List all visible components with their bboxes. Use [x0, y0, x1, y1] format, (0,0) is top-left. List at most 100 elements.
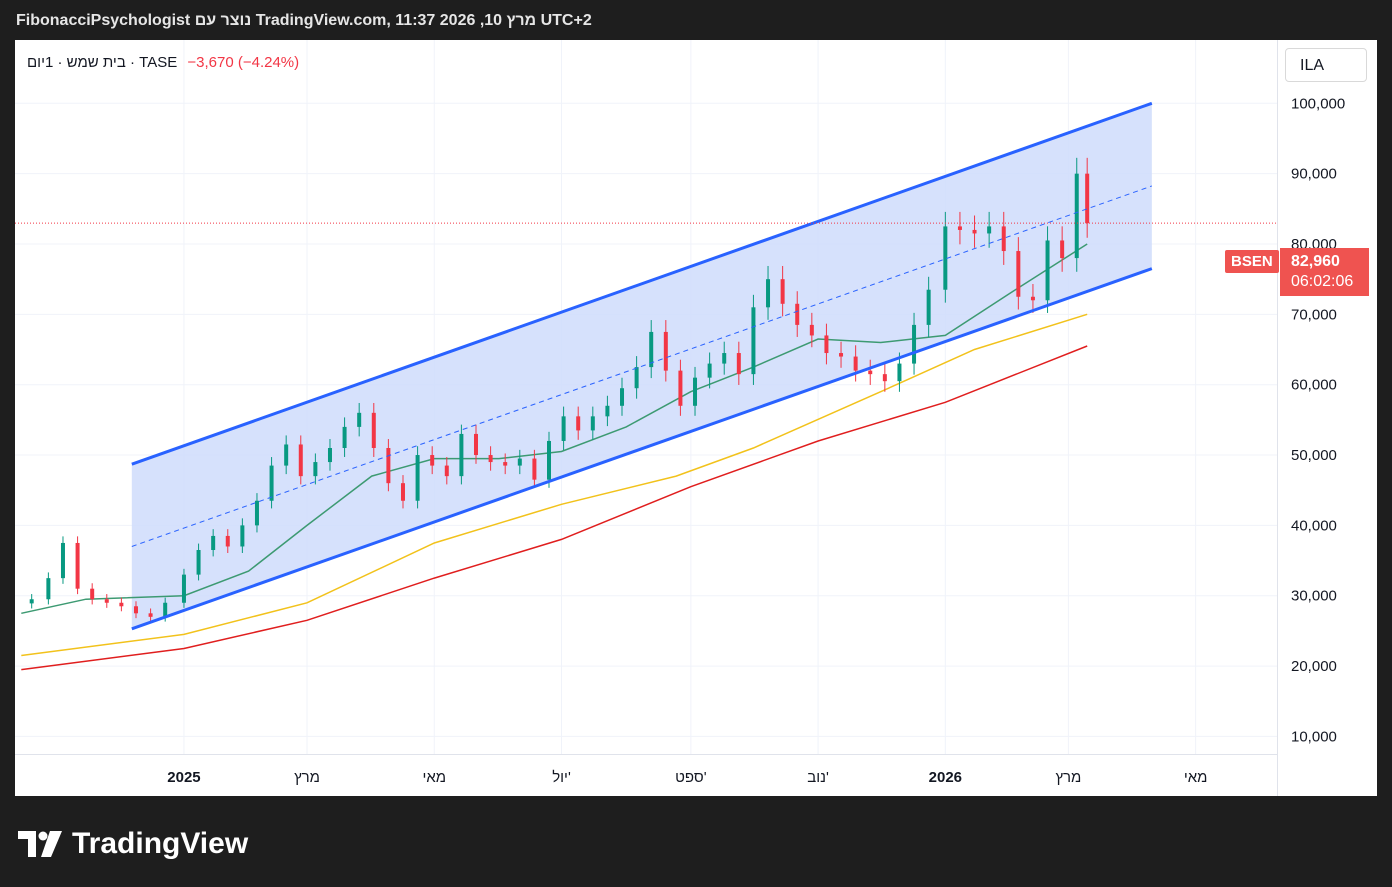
candle	[649, 331, 654, 368]
candle	[342, 426, 347, 448]
time-axis-tick-label: מאי	[1184, 769, 1208, 786]
candle	[181, 574, 186, 603]
candle	[972, 229, 977, 234]
candle	[943, 226, 948, 290]
time-axis-tick-label: יול'	[552, 769, 571, 786]
channel-median-line	[131, 185, 1153, 547]
candle	[1045, 240, 1050, 301]
price-axis-tick-label: 100,000	[1291, 95, 1345, 112]
candle	[707, 363, 712, 378]
symbol-legend[interactable]: בית שמש · 1יום · TASE −3,670 (−4.24%)	[27, 54, 299, 71]
channel-lower-line	[131, 267, 1153, 631]
last-price-badge: 82,960 06:02:06	[1280, 248, 1369, 296]
candle	[225, 535, 230, 547]
candle	[882, 374, 887, 382]
candle	[240, 525, 245, 547]
last-price-label: 82,960	[1291, 253, 1340, 270]
bar-countdown: 06:02:06	[1291, 273, 1354, 290]
price-axis-tick-label: 10,000	[1291, 728, 1337, 745]
candle	[1016, 251, 1021, 297]
candle	[912, 324, 917, 364]
candle	[357, 412, 362, 427]
candle	[576, 416, 581, 431]
candle	[46, 578, 51, 600]
candle	[634, 367, 639, 389]
candle	[327, 448, 332, 463]
candle	[211, 535, 216, 550]
candle	[926, 289, 931, 325]
candle	[29, 599, 34, 604]
candle	[298, 444, 303, 477]
candle	[163, 602, 168, 617]
candle	[839, 353, 844, 357]
candle	[780, 279, 785, 304]
candle	[284, 444, 289, 466]
candle	[824, 335, 829, 354]
symbol-text: בית שמש · 1יום · TASE	[27, 54, 178, 71]
price-axis-tick-label: 30,000	[1291, 588, 1337, 605]
candle	[663, 331, 668, 371]
price-change: −3,670 (−4.24%)	[187, 54, 300, 71]
candle	[1060, 240, 1065, 259]
candle	[532, 458, 537, 480]
candle	[722, 353, 727, 364]
candle	[853, 356, 858, 371]
candle	[957, 226, 962, 230]
candle	[590, 416, 595, 431]
candle	[75, 542, 80, 589]
candle	[459, 433, 464, 477]
tradingview-brand[interactable]: TradingView	[18, 826, 248, 861]
price-axis-tick-label: 60,000	[1291, 377, 1337, 394]
ticker-badge: BSEN	[1225, 250, 1279, 273]
price-axis-tick-label: 20,000	[1291, 658, 1337, 675]
candle	[1074, 173, 1079, 259]
candle	[897, 363, 902, 382]
time-axis-tick-label: מרץ	[1055, 769, 1081, 786]
candle	[444, 465, 449, 477]
candle	[473, 433, 478, 456]
candle	[104, 599, 109, 603]
time-axis-tick-label: מאי	[422, 769, 446, 786]
candle	[269, 465, 274, 501]
candle	[809, 324, 814, 336]
candle	[415, 455, 420, 501]
candle	[620, 388, 625, 406]
candle	[196, 550, 201, 575]
candle	[987, 226, 992, 234]
time-axis-tick-label: מרץ	[294, 769, 320, 786]
tradingview-logo-icon	[18, 831, 62, 858]
candle	[430, 455, 435, 466]
candle	[371, 412, 376, 448]
candle	[517, 458, 522, 466]
moving-average-line	[21, 313, 1088, 657]
candle	[503, 462, 508, 466]
candle	[386, 448, 391, 484]
candle	[254, 500, 259, 526]
candle	[148, 613, 153, 617]
candle	[313, 462, 318, 477]
candle	[751, 307, 756, 375]
candle	[795, 303, 800, 325]
candle	[736, 353, 741, 375]
candle	[693, 377, 698, 406]
candle	[605, 405, 610, 417]
moving-average-line	[21, 345, 1088, 671]
candle	[1001, 226, 1006, 252]
time-axis-tick-label: ספט'	[675, 769, 707, 786]
candle	[678, 370, 683, 406]
channel-upper-line	[131, 101, 1153, 466]
candle	[766, 279, 771, 308]
candle	[60, 542, 65, 579]
price-axis-tick-label: 70,000	[1291, 306, 1337, 323]
candle	[547, 440, 552, 480]
time-axis-tick-label: נוב'	[807, 769, 829, 786]
currency-button[interactable]: ILA	[1285, 48, 1367, 82]
chart-header-title: FibonacciPsychologist נוצר עם TradingVie…	[16, 12, 592, 29]
price-axis-tick-label: 50,000	[1291, 447, 1337, 464]
time-axis-tick-label: 2026	[929, 769, 962, 786]
price-chart[interactable]: 100,00090,00080,00070,00060,00050,00040,…	[15, 40, 1377, 796]
candle	[868, 370, 873, 375]
chart-panel[interactable]: 100,000 90,000 80,000 70,000 60,000 50,000 40,…	[15, 40, 1377, 796]
candle	[1085, 173, 1090, 224]
candle	[400, 483, 405, 501]
